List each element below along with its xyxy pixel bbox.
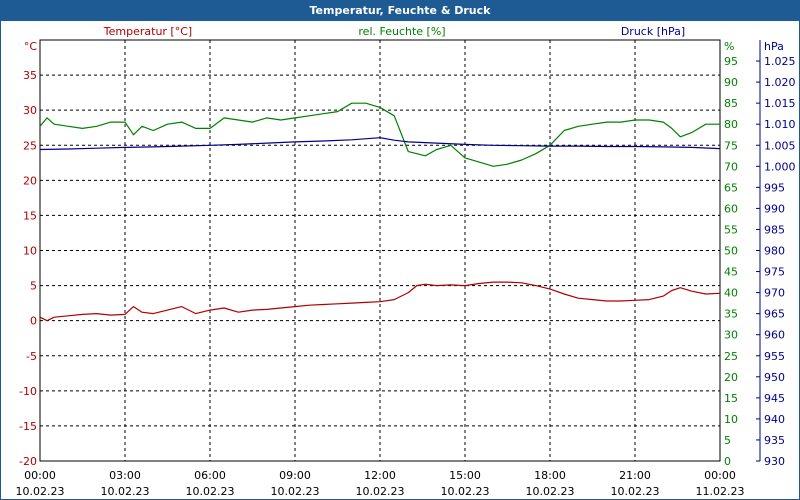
- x-tick-time: 06:00: [194, 469, 226, 482]
- pressure-tick-label: 965: [764, 308, 785, 321]
- temp-tick-label: -15: [19, 420, 37, 433]
- pressure-tick-label: 1.025: [764, 55, 796, 68]
- x-tick-date: 10.02.23: [271, 485, 320, 498]
- temp-axis-label: Temperatur [°C]: [103, 25, 192, 38]
- x-tick-date: 10.02.23: [16, 485, 65, 498]
- temp-tick-label: 25: [23, 139, 37, 152]
- humidity-tick-label: 30: [724, 329, 738, 342]
- humidity-tick-label: 25: [724, 350, 738, 363]
- plot-area: [39, 39, 721, 462]
- x-tick-date: 10.02.23: [611, 485, 660, 498]
- humidity-tick-label: 70: [724, 160, 738, 173]
- x-tick-time: 15:00: [449, 469, 481, 482]
- pressure-tick-label: 985: [764, 223, 785, 236]
- pressure-tick-label: 1.005: [764, 139, 796, 152]
- x-tick-time: 00:00: [24, 469, 56, 482]
- x-tick-date: 10.02.23: [186, 485, 235, 498]
- temp-tick-label: 0: [30, 315, 37, 328]
- humidity-tick-label: 5: [724, 434, 731, 447]
- humidity-axis-label: rel. Feuchte [%]: [358, 25, 445, 38]
- pressure-tick-label: 980: [764, 245, 785, 258]
- humidity-unit: %: [724, 40, 734, 53]
- x-tick-time: 00:00: [704, 469, 736, 482]
- humidity-tick-label: 65: [724, 181, 738, 194]
- pressure-tick-label: 995: [764, 181, 785, 194]
- humidity-tick-label: 50: [724, 245, 738, 258]
- humidity-tick-label: 20: [724, 371, 738, 384]
- x-tick-time: 03:00: [109, 469, 141, 482]
- temp-tick-label: -20: [19, 455, 37, 468]
- temp-tick-label: 10: [23, 245, 37, 258]
- x-tick-date: 10.02.23: [441, 485, 490, 498]
- pressure-axis-label: Druck [hPa]: [621, 25, 685, 38]
- temp-tick-label: -10: [19, 385, 37, 398]
- humidity-tick-label: 40: [724, 287, 738, 300]
- chart-title: Temperatur, Feuchte & Druck: [1, 1, 799, 21]
- pressure-unit: hPa: [764, 40, 784, 53]
- pressure-tick-label: 950: [764, 371, 785, 384]
- pressure-line: [39, 137, 721, 151]
- axis-labels: 00:00 10.02.23 03:00 10.02.23 06:00 10.02.23 0…: [16, 25, 796, 498]
- x-tick-time: 09:00: [279, 469, 311, 482]
- grid-lines: [40, 40, 720, 461]
- humidity-tick-label: 0: [724, 455, 731, 468]
- pressure-tick-label: 935: [764, 434, 785, 447]
- humidity-tick-label: 55: [724, 223, 738, 236]
- series-lines: [39, 102, 721, 322]
- temp-unit: °C: [24, 40, 38, 53]
- humidity-tick-label: 95: [724, 55, 738, 68]
- humidity-tick-label: 80: [724, 118, 738, 131]
- humidity-tick-label: 35: [724, 308, 738, 321]
- humidity-tick-label: 15: [724, 392, 738, 405]
- pressure-tick-label: 945: [764, 392, 785, 405]
- temp-tick-label: 15: [23, 209, 37, 222]
- x-tick-date: 11.02.23: [696, 485, 745, 498]
- humidity-tick-label: 90: [724, 76, 738, 89]
- x-tick-time: 21:00: [619, 469, 651, 482]
- pressure-tick-label: 1.020: [764, 76, 796, 89]
- humidity-tick-label: 10: [724, 413, 738, 426]
- humidity-tick-label: 45: [724, 266, 738, 279]
- humidity-tick-label: 60: [724, 202, 738, 215]
- x-tick-time: 18:00: [534, 469, 566, 482]
- pressure-tick-label: 1.010: [764, 118, 796, 131]
- temp-tick-label: 30: [23, 104, 37, 117]
- temp-tick-label: -5: [26, 350, 37, 363]
- pressure-tick-label: 960: [764, 329, 785, 342]
- pressure-tick-label: 1.015: [764, 97, 796, 110]
- temp-tick-label: 35: [23, 69, 37, 82]
- x-tick-date: 10.02.23: [101, 485, 150, 498]
- pressure-tick-label: 990: [764, 202, 785, 215]
- pressure-tick-label: 940: [764, 413, 785, 426]
- pressure-tick-label: 1.000: [764, 160, 796, 173]
- humidity-tick-label: 85: [724, 97, 738, 110]
- pressure-tick-label: 955: [764, 350, 785, 363]
- temp-tick-label: 5: [30, 280, 37, 293]
- pressure-tick-label: 930: [764, 455, 785, 468]
- x-tick-time: 12:00: [364, 469, 396, 482]
- x-tick-date: 10.02.23: [356, 485, 405, 498]
- humidity-line: [39, 102, 720, 167]
- pressure-tick-label: 970: [764, 287, 785, 300]
- x-tick-date: 10.02.23: [526, 485, 575, 498]
- pressure-tick-label: 975: [764, 266, 785, 279]
- temp-tick-label: 20: [23, 174, 37, 187]
- temperature-line: [39, 281, 721, 322]
- humidity-tick-label: 75: [724, 139, 738, 152]
